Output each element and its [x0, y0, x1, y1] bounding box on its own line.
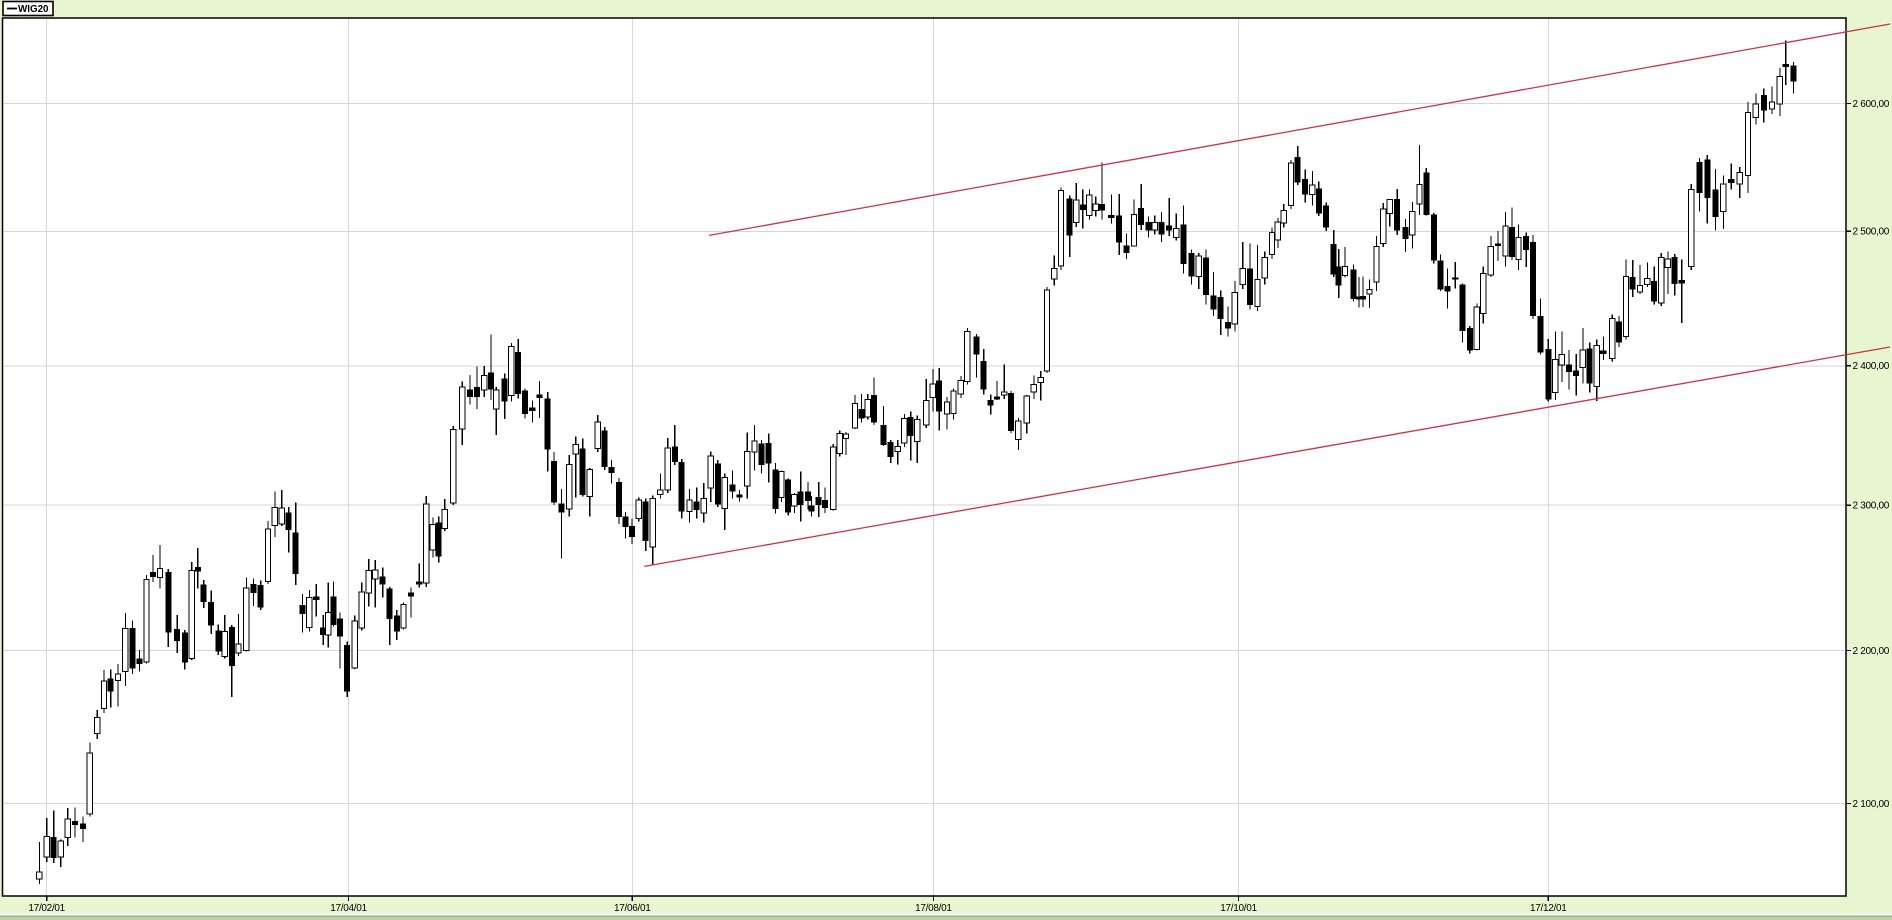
- svg-text:WIG20: WIG20: [18, 4, 49, 15]
- svg-text:2 200,00: 2 200,00: [1853, 646, 1890, 657]
- svg-text:2 500,00: 2 500,00: [1853, 227, 1890, 238]
- svg-text:2 100,00: 2 100,00: [1853, 799, 1890, 810]
- svg-text:17/12/01: 17/12/01: [1530, 903, 1567, 914]
- svg-text:17/02/01: 17/02/01: [28, 903, 65, 914]
- svg-text:17/08/01: 17/08/01: [915, 903, 952, 914]
- svg-text:2 300,00: 2 300,00: [1853, 501, 1890, 512]
- svg-text:17/10/01: 17/10/01: [1220, 903, 1257, 914]
- svg-text:17/06/01: 17/06/01: [614, 903, 651, 914]
- svg-text:17/04/01: 17/04/01: [330, 903, 367, 914]
- svg-text:2 400,00: 2 400,00: [1853, 361, 1890, 372]
- svg-text:2 600,00: 2 600,00: [1853, 99, 1890, 110]
